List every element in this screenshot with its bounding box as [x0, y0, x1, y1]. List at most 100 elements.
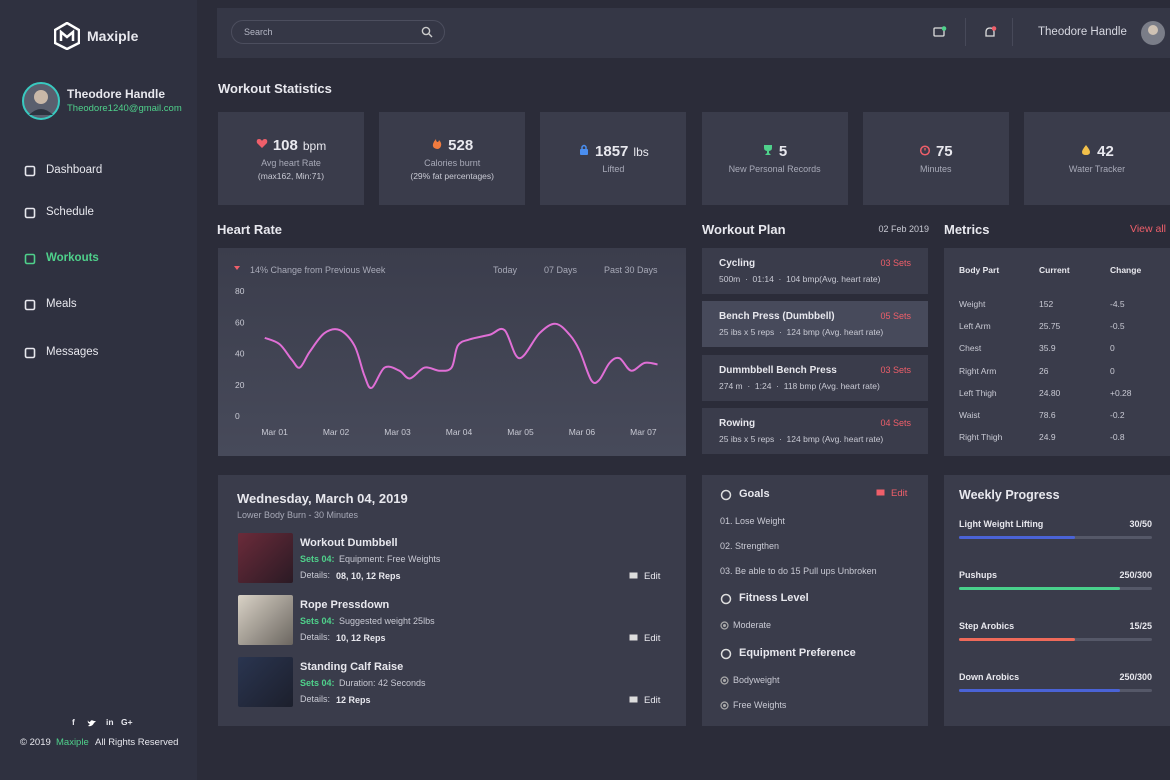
fitness-title: Fitness Level: [739, 592, 809, 604]
goals-edit[interactable]: Edit: [891, 488, 908, 499]
user-email: Theodore1240@gmail.com: [67, 103, 182, 114]
exercise-sets: Sets 04:: [300, 554, 335, 564]
metrics-header: Change: [1110, 265, 1142, 275]
range-tab[interactable]: Today: [493, 265, 518, 275]
x-tick-label: Mar 05: [507, 427, 534, 437]
copyright: © 2019: [20, 737, 51, 748]
plan-item[interactable]: [702, 355, 928, 401]
exercise-details-label: Details:: [300, 632, 331, 642]
copyright-rest: All Rights Reserved: [95, 737, 179, 748]
exercise-info: Suggested weight 25lbs: [339, 616, 435, 626]
stat-icon: [580, 144, 589, 155]
social-link[interactable]: G+: [121, 717, 133, 727]
nav-item[interactable]: Messages: [46, 346, 99, 358]
edit-icon: [876, 489, 885, 496]
stat-value-row: 42: [1024, 143, 1170, 160]
exercise-photo: [238, 657, 293, 707]
view-all-link[interactable]: View all: [1130, 223, 1166, 235]
stat-value: 42: [1097, 143, 1114, 160]
nav-icon: [24, 253, 36, 265]
edit-button[interactable]: Edit: [644, 571, 661, 582]
nav-item[interactable]: Dashboard: [46, 164, 103, 176]
goal-item: 01. Lose Weight: [720, 516, 785, 526]
user-name: Theodore Handle: [67, 87, 166, 101]
stat-value-row: 75: [863, 143, 1009, 160]
exercise-details: 10, 12 Reps: [336, 633, 386, 643]
edit-button[interactable]: Edit: [644, 695, 661, 706]
progress-bar: [959, 689, 1120, 692]
edit-icon: [629, 572, 638, 579]
metrics-cell: -4.5: [1110, 299, 1125, 309]
social-link[interactable]: f: [72, 717, 75, 727]
search-placeholder: Search: [244, 27, 273, 37]
notifications-icon: [985, 26, 997, 37]
stat-label: Avg heart Rate: [261, 158, 321, 168]
section-title: Heart Rate: [217, 222, 283, 237]
stat-value-row: 5: [702, 143, 848, 160]
edit-button[interactable]: Edit: [644, 633, 661, 644]
divider: [965, 18, 966, 46]
stat-card: [379, 112, 526, 205]
goal-icon: [720, 648, 732, 660]
nav-item[interactable]: Meals: [46, 298, 77, 310]
chart-card: [218, 248, 686, 456]
goal-item: 02. Strengthen: [720, 541, 780, 551]
heart-rate-line: [264, 322, 658, 389]
search-box[interactable]: [231, 20, 445, 44]
weekly-title: Weekly Progress: [959, 488, 1060, 502]
weekly-card: [944, 475, 1170, 726]
plan-item[interactable]: [702, 301, 928, 347]
nav-item[interactable]: Schedule: [46, 206, 94, 218]
plan-item[interactable]: [702, 248, 928, 294]
avatar: [22, 82, 60, 120]
progress-bar: [959, 638, 1075, 641]
metrics-cell: -0.5: [1110, 321, 1125, 332]
goals-card: [702, 475, 928, 726]
progress-label: 15/25: [1129, 621, 1152, 631]
plan-name: Bench Press (Dumbbell): [719, 311, 835, 322]
range-tab[interactable]: Past 30 Days: [604, 265, 658, 275]
metrics-cell: 24.80: [1039, 387, 1061, 398]
option-icon: [720, 676, 729, 685]
section-title: Workout Statistics: [218, 81, 332, 96]
plan-name: Dummbbell Bench Press: [719, 365, 837, 376]
y-tick-label: 60: [235, 317, 245, 327]
goal-icon: [720, 593, 732, 605]
plan-date: 02 Feb 2019: [878, 224, 929, 234]
x-tick-label: Mar 01: [261, 427, 288, 437]
exercise-details: 12 Reps: [336, 695, 371, 705]
y-tick-label: 0: [235, 411, 240, 421]
stat-sub: (max162, Min:71): [257, 171, 325, 181]
x-tick-label: Mar 02: [323, 427, 350, 437]
metrics-header: Current: [1039, 265, 1070, 275]
option-icon: [720, 701, 729, 710]
metrics-cell: 0: [1110, 343, 1115, 354]
exercise-photo: [238, 595, 293, 645]
metrics-cell: Weight: [959, 299, 986, 309]
metrics-cell: Waist: [959, 410, 980, 420]
plan-detail: 25 ibs x 5 reps · 124 bmp (Avg. heart ra…: [719, 327, 884, 337]
exercise-info: Duration: 42 Seconds: [339, 678, 426, 688]
plan-item[interactable]: [702, 408, 928, 454]
metrics-cell: 25.75: [1039, 321, 1061, 332]
x-tick-label: Mar 06: [569, 427, 596, 437]
social-link[interactable]: in: [106, 717, 114, 727]
progress-label: 30/50: [1129, 519, 1152, 529]
plan-sets: 03 Sets: [880, 365, 911, 375]
stat-card: [1024, 112, 1170, 205]
exercise-info: Equipment: Free Weights: [339, 554, 441, 564]
stat-value: 108: [272, 137, 298, 154]
stat-icon: [1082, 145, 1091, 155]
change-arrow: [234, 266, 240, 270]
edit-icon: [629, 696, 638, 703]
nav-item[interactable]: Workouts: [46, 252, 99, 264]
metrics-cell: Right Arm: [959, 365, 997, 376]
stat-value: 1857: [595, 143, 629, 160]
range-tab[interactable]: 07 Days: [544, 265, 578, 275]
metrics-header: Body Part: [959, 265, 1000, 275]
nav-icon: [24, 299, 36, 311]
y-tick-label: 40: [235, 349, 245, 359]
y-tick-label: 80: [235, 286, 245, 296]
exercise-name: Standing Calf Raise: [300, 661, 404, 673]
x-tick-label: Mar 03: [384, 427, 411, 437]
